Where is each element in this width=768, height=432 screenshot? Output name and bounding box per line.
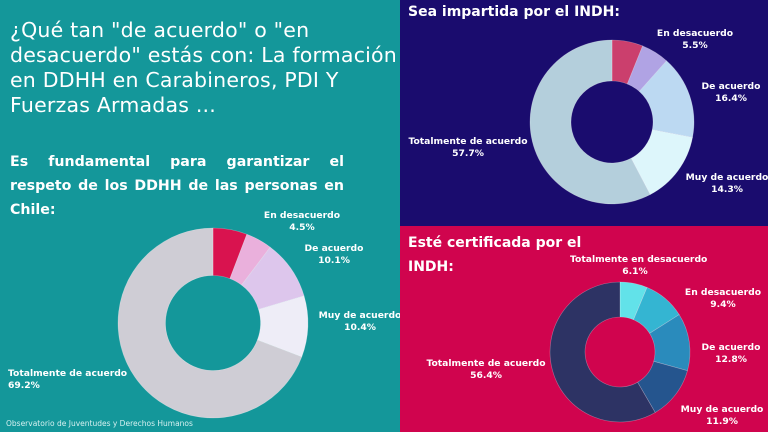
donut-slice-muy-de-acuerdo xyxy=(637,360,688,413)
left-panel: ¿Qué tan "de acuerdo" o "en desacuerdo" … xyxy=(0,0,400,432)
label-muy-de-acuerdo-3: Muy de acuerdo 11.9% xyxy=(680,404,764,427)
label-de-acuerdo-2: De acuerdo 16.4% xyxy=(701,81,761,104)
label-totalmente-de-acuerdo-3: Totalmente de acuerdo 56.4% xyxy=(426,358,546,381)
donut-chart-certificada xyxy=(549,281,691,423)
label-de-acuerdo-3: De acuerdo 12.8% xyxy=(701,342,761,365)
donut-slice-en-desacuerdo xyxy=(633,287,680,334)
donut-slice-en-desacuerdo xyxy=(626,45,668,92)
donut-slice-muy-de-acuerdo xyxy=(630,129,693,195)
top-right-panel: Sea impartida por el INDH: En desacuerdo… xyxy=(400,0,768,226)
label-totalmente-de-acuerdo-2: Totalmente de acuerdo 57.7% xyxy=(408,136,528,159)
chart-2-title: Sea impartida por el INDH: xyxy=(408,4,620,20)
donut-slice-de-acuerdo xyxy=(241,246,305,310)
donut-slice-de-acuerdo xyxy=(649,314,691,372)
label-muy-de-acuerdo-1: Muy de acuerdo 10.4% xyxy=(318,310,400,333)
label-de-acuerdo-1: De acuerdo 10.1% xyxy=(304,243,364,266)
label-en-desacuerdo-3: En desacuerdo 9.4% xyxy=(684,287,762,310)
chart-3-title: Esté certificada por el INDH: xyxy=(408,235,582,275)
donut-chart-impartida xyxy=(529,39,695,205)
donut-slice-muy-de-acuerdo xyxy=(256,295,309,358)
label-en-desacuerdo-2: En desacuerdo 5.5% xyxy=(656,28,734,51)
main-title: ¿Qué tan "de acuerdo" o "en desacuerdo" … xyxy=(10,18,397,117)
chart-1-title: Es fundamental para garantizar el respet… xyxy=(10,154,344,218)
label-totalmente-de-acuerdo-1: Totalmente de acuerdo 69.2% xyxy=(8,368,128,391)
donut-slice-de-acuerdo xyxy=(638,60,695,138)
label-totalmente-en-desacuerdo-3: Totalmente en desacuerdo 6.1% xyxy=(570,254,708,277)
donut-slice-en-desacuerdo xyxy=(229,233,271,286)
donut-chart-fundamental xyxy=(117,227,309,419)
label-en-desacuerdo-1: En desacuerdo 4.5% xyxy=(263,210,341,233)
footer-credit: Observatorio de Juventudes y Derechos Hu… xyxy=(6,419,193,428)
label-muy-de-acuerdo-2: Muy de acuerdo 14.3% xyxy=(685,172,768,195)
bottom-right-panel: Esté certificada por el INDH: Totalmente… xyxy=(400,226,768,432)
donut-slice-totalmente-de-acuerdo xyxy=(549,281,656,423)
donut-slice-totalmente-de-acuerdo xyxy=(117,227,303,419)
